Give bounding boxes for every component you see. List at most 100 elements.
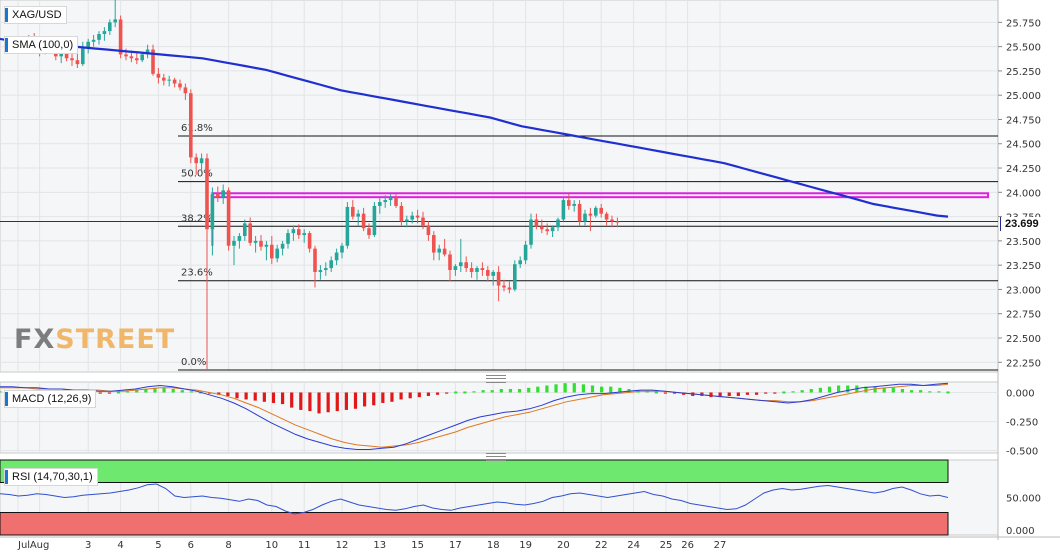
macd-histogram-bar [900, 388, 905, 393]
candle-body [361, 213, 366, 229]
candle-body [437, 248, 441, 253]
rsi-overbought-zone [0, 459, 949, 483]
macd-y-tick-label: -0.250 [1006, 418, 1038, 429]
candle-body [172, 79, 177, 84]
macd-label[interactable]: MACD (12,26,9) [4, 390, 97, 408]
y-tick-label: 24.750 [1006, 115, 1041, 126]
candle-body [556, 219, 560, 228]
rsi-label[interactable]: RSI (14,70,30,1) [4, 468, 98, 486]
y-tick-label: 22.750 [1006, 310, 1041, 321]
macd-histogram-bar [271, 392, 276, 403]
macd-histogram-bar [909, 390, 914, 393]
candle-body [550, 227, 555, 232]
macd-histogram-bar [672, 392, 677, 394]
candle-body [588, 213, 593, 216]
macd-histogram-bar [262, 392, 266, 402]
rsi-y-tick-label: 50.000 [1006, 494, 1041, 505]
macd-histogram-bar [928, 391, 932, 393]
candle-body [313, 248, 317, 272]
y-tick-label: 24.250 [1006, 164, 1041, 175]
candle-body [297, 229, 301, 236]
x-tick-label: 26 [681, 540, 694, 551]
x-tick-label: 8 [225, 540, 231, 551]
macd-histogram-bar [144, 388, 148, 393]
candle-body [486, 270, 490, 276]
candle-body [124, 54, 128, 57]
candle-body [286, 233, 290, 244]
macd-histogram-bar [226, 392, 230, 396]
candle-body [534, 219, 539, 227]
candle-body [118, 19, 123, 55]
sma-label[interactable]: SMA (100,0) [4, 36, 79, 54]
macd-histogram-bar [372, 392, 376, 406]
macd-histogram-bar [417, 392, 421, 398]
macd-histogram-bar [919, 390, 923, 393]
candle-body [572, 203, 576, 206]
x-tick-label: Jul [17, 540, 30, 551]
y-tick-label: 25.000 [1006, 91, 1041, 102]
candle-body [194, 157, 198, 164]
macd-text: MACD (12,26,9) [12, 393, 92, 405]
macd-histogram-bar [937, 391, 941, 393]
fib-level-label: 23.6% [181, 268, 213, 279]
fib-level-label: 0.0% [181, 357, 206, 368]
x-tick-label: 5 [155, 540, 161, 551]
y-tick-label: 24.500 [1006, 140, 1041, 151]
candle-body [410, 215, 414, 220]
macd-histogram-bar [654, 391, 658, 394]
candle-body [567, 200, 571, 206]
macd-histogram-bar [363, 392, 367, 407]
macd-histogram-bar [280, 392, 285, 405]
macd-histogram-bar [499, 388, 503, 393]
y-tick-label: 25.250 [1006, 67, 1041, 78]
fxstreet-logo: FXSTREET [14, 324, 175, 355]
macd-histogram-bar [116, 391, 121, 394]
macd-histogram-bar [107, 392, 111, 394]
candle-body [216, 194, 220, 198]
fib-level-label: 61.8% [181, 123, 213, 134]
candle-body [523, 244, 528, 261]
macd-histogram-bar [98, 392, 102, 394]
pane-resize-handle-macd[interactable] [486, 375, 506, 383]
symbol-label[interactable]: XAG/USD [4, 6, 67, 24]
macd-histogram-bar [326, 392, 330, 413]
rsi-oversold-zone [0, 512, 949, 536]
pane-resize-handle-rsi[interactable] [486, 453, 506, 461]
candle-body [367, 228, 371, 236]
candle-body [232, 240, 236, 246]
macd-histogram-bar [946, 391, 950, 394]
macd-histogram-bar [217, 392, 221, 395]
sma-text: SMA (100,0) [12, 39, 74, 51]
candle-body [113, 19, 117, 23]
x-tick-label: 4 [117, 540, 123, 551]
macd-y-tick-label: 0.000 [1006, 388, 1035, 399]
candle-body [108, 22, 112, 32]
candle-body [421, 217, 425, 226]
candle-body [383, 200, 387, 203]
x-tick-label: 22 [595, 540, 608, 551]
candle-body [102, 31, 107, 34]
macd-histogram-bar [299, 392, 303, 410]
macd-histogram-bar [891, 387, 895, 393]
macd-histogram-bar [682, 392, 686, 395]
macd-histogram-bar [837, 385, 841, 393]
macd-histogram-bar [390, 392, 394, 402]
x-tick-label: 25 [660, 540, 673, 551]
x-tick-label: 15 [411, 540, 424, 551]
candle-body [545, 229, 549, 232]
rsi-y-tick-label: 0.000 [1006, 526, 1035, 537]
macd-histogram-bar [818, 387, 822, 393]
macd-histogram-bar [618, 387, 622, 393]
macd-histogram-bar [846, 385, 850, 393]
candle-body [162, 77, 166, 81]
candle-body [221, 190, 225, 198]
rsi-flag [5, 470, 8, 484]
candle-body [253, 240, 258, 243]
candle-body [86, 41, 90, 49]
macd-histogram-bar [445, 392, 449, 394]
candle-body [151, 49, 155, 74]
candle-body [59, 52, 63, 57]
candle-body [70, 58, 74, 61]
y-tick-label: 22.250 [1006, 358, 1041, 369]
